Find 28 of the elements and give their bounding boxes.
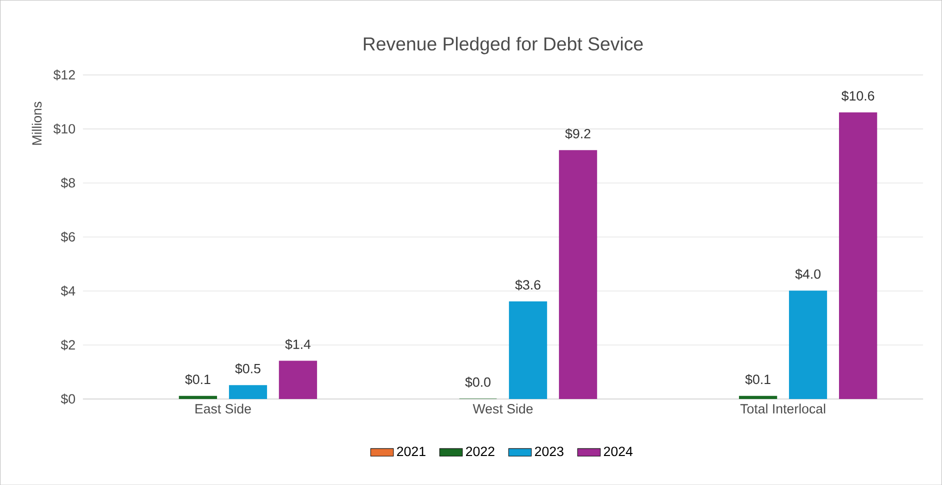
data-label: $0.0 <box>465 376 490 388</box>
data-label: $4.0 <box>795 268 821 280</box>
data-label: $0.5 <box>235 363 260 374</box>
x-tick-label: Total Interlocal <box>740 404 826 414</box>
y-tick-label: $6 <box>60 231 75 242</box>
x-tick-label: East Side <box>196 404 251 414</box>
data-label: $10.6 <box>842 90 874 102</box>
bar <box>508 301 548 399</box>
legend-label: 2021 <box>397 446 426 456</box>
y-tick-label: $10 <box>53 123 76 134</box>
data-label: $1.4 <box>285 338 311 350</box>
legend-label: 2023 <box>534 446 564 456</box>
bar <box>788 290 828 399</box>
data-label: $9.2 <box>565 128 590 140</box>
y-tick-label: $8 <box>60 177 75 188</box>
data-label: $0.1 <box>745 374 770 385</box>
y-axis-title: Millions <box>32 102 42 145</box>
chart-title: Revenue Pledged for Debt Sevice <box>364 36 643 54</box>
data-label: $0.1 <box>185 374 210 385</box>
x-tick-label: West Side <box>472 404 533 414</box>
legend-label: 2022 <box>466 446 494 456</box>
data-label: $3.6 <box>515 279 540 290</box>
bar <box>228 384 268 399</box>
y-tick-label: $2 <box>60 339 75 350</box>
y-tick-label: $4 <box>60 285 76 296</box>
legend-label: 2024 <box>604 446 633 456</box>
y-tick-label: $12 <box>53 69 75 80</box>
y-tick-label: $0 <box>60 393 76 404</box>
